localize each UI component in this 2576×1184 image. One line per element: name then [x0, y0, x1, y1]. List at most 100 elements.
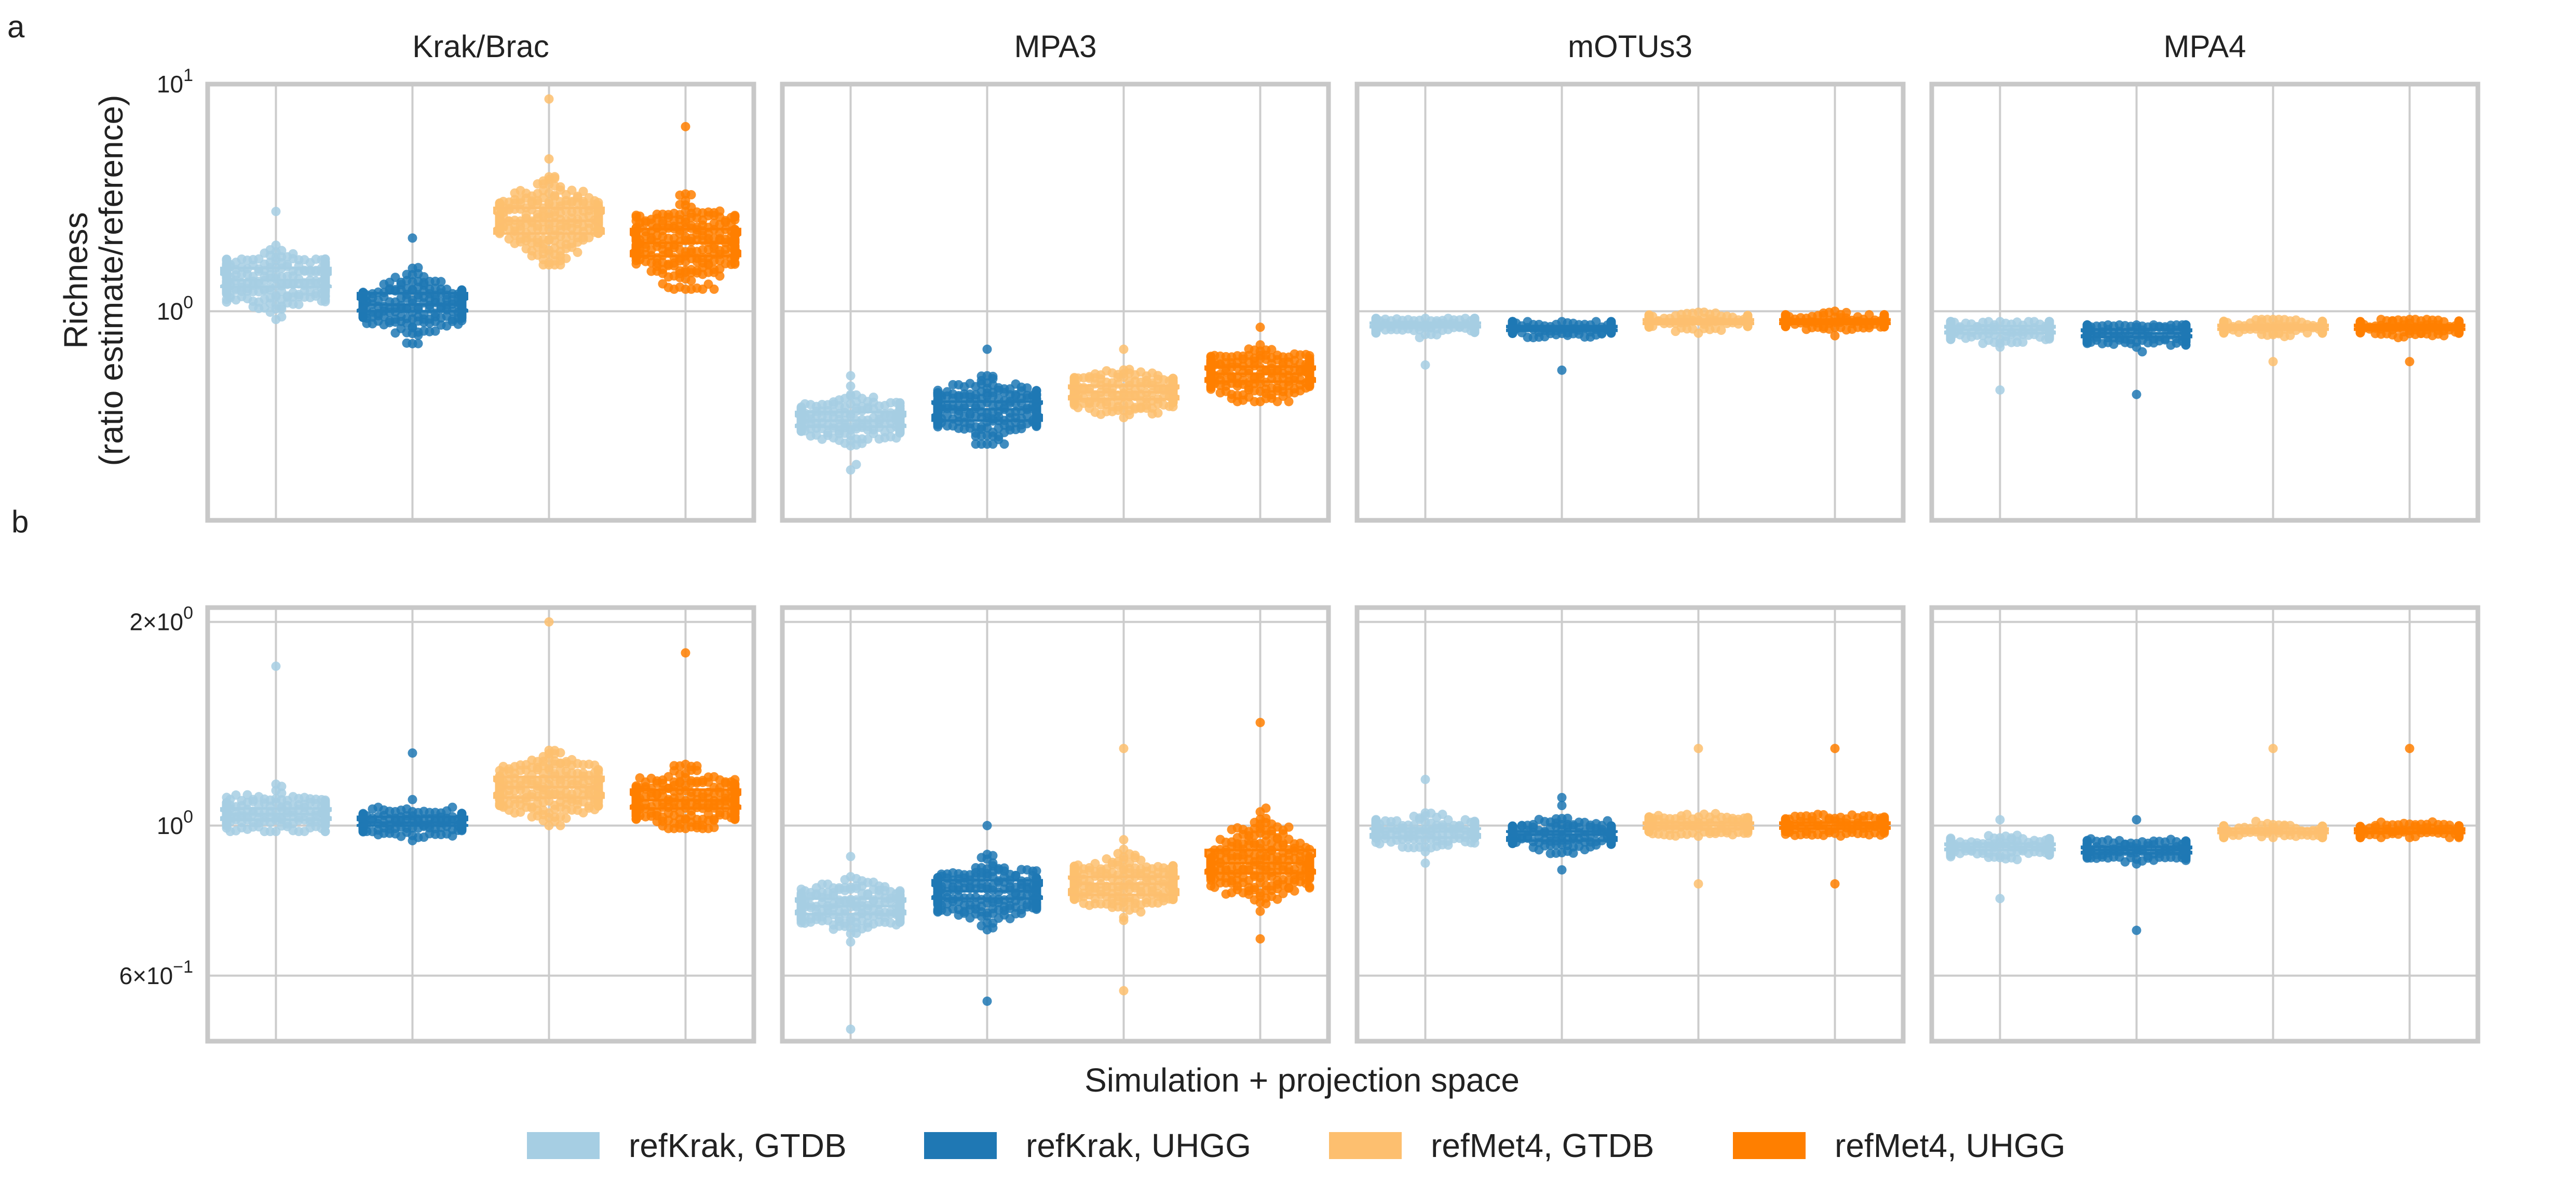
data-point	[527, 812, 537, 822]
data-point	[2018, 337, 2028, 347]
data-point	[1215, 388, 1225, 398]
data-point	[1819, 308, 1828, 318]
data-point	[408, 795, 417, 804]
data-point	[846, 371, 856, 381]
data-point	[1371, 328, 1381, 338]
data-point	[1841, 307, 1851, 317]
data-point	[442, 285, 452, 294]
data-point	[954, 423, 964, 433]
data-point	[1284, 397, 1294, 407]
data-point	[1676, 310, 1686, 319]
data-point	[538, 176, 548, 186]
data-point	[1069, 396, 1079, 406]
data-point	[320, 292, 330, 302]
data-point	[631, 259, 641, 269]
data-point	[555, 182, 565, 192]
data-point	[538, 254, 548, 264]
data-point	[806, 431, 816, 441]
data-point	[834, 435, 844, 445]
data-point	[675, 199, 685, 209]
panel-label-b: b	[11, 504, 29, 539]
facet-title: mOTUs3	[1568, 29, 1692, 64]
facet-a-4: MPA4	[1929, 29, 2480, 523]
facet-frame	[1929, 82, 2480, 523]
data-point	[271, 661, 281, 671]
data-point	[1153, 371, 1163, 381]
box	[493, 206, 605, 235]
facet-a-2: MPA3	[780, 29, 1331, 523]
data-point	[222, 287, 232, 297]
data-point	[2268, 357, 2278, 367]
data-point	[2132, 389, 2141, 399]
data-point	[1016, 424, 1026, 434]
data-point	[294, 300, 304, 310]
series-refkrak-gtdb	[220, 207, 332, 325]
data-point	[430, 326, 440, 336]
facet-title: MPA4	[2164, 29, 2246, 64]
data-point	[999, 439, 1009, 449]
data-point	[277, 304, 287, 314]
data-point	[994, 432, 1004, 441]
data-point	[1305, 353, 1314, 363]
facet-a-1: Krak/Brac	[205, 29, 756, 523]
data-point	[573, 247, 582, 257]
data-point	[1671, 327, 1680, 337]
data-point	[891, 433, 901, 443]
data-point	[544, 617, 554, 627]
data-point	[658, 279, 668, 289]
data-point	[2433, 315, 2443, 325]
data-point	[358, 311, 368, 321]
data-point	[222, 254, 232, 264]
data-point	[320, 254, 330, 264]
series-refmet4-gtdb	[493, 94, 605, 270]
data-point	[1557, 365, 1567, 375]
data-point	[2291, 315, 2301, 325]
data-point	[715, 206, 725, 216]
data-point	[1267, 345, 1277, 355]
data-point	[373, 830, 383, 840]
panels: Krak/Brac MPA3 mOTUs3 MPA41001016×10−11002×…	[119, 29, 2480, 1044]
data-point	[510, 188, 520, 198]
data-point	[408, 233, 417, 243]
data-point	[933, 422, 943, 432]
data-point	[1946, 334, 1956, 344]
data-point	[857, 438, 867, 448]
y-tick-label: 101	[157, 65, 193, 98]
data-point	[1978, 339, 1988, 348]
data-point	[851, 460, 861, 469]
data-point	[448, 831, 457, 841]
data-point	[504, 234, 514, 244]
data-point	[1716, 325, 1726, 335]
data-point	[265, 307, 275, 317]
data-point	[715, 264, 725, 274]
data-point	[498, 197, 508, 207]
data-point	[1255, 322, 1265, 332]
data-point	[1244, 344, 1254, 354]
data-point	[379, 279, 389, 289]
data-point	[2439, 331, 2449, 341]
data-point	[2285, 330, 2295, 340]
data-point	[869, 392, 878, 402]
facet-frame	[205, 82, 756, 523]
data-point	[453, 319, 463, 329]
data-point	[933, 392, 943, 401]
data-point	[895, 398, 905, 408]
data-point	[631, 216, 641, 226]
facet-frame	[780, 82, 1331, 523]
data-point	[222, 294, 232, 304]
data-point	[971, 432, 981, 441]
data-point	[1206, 352, 1216, 362]
data-point	[948, 380, 958, 389]
data-point	[1124, 410, 1134, 420]
data-point	[320, 820, 330, 830]
box	[630, 227, 741, 258]
data-point	[413, 263, 423, 273]
data-point	[988, 371, 998, 381]
data-point	[584, 233, 594, 243]
data-point	[413, 339, 423, 348]
data-point	[730, 215, 740, 225]
data-point	[829, 397, 838, 407]
facet-b-1	[205, 605, 756, 1044]
data-point	[631, 240, 641, 250]
